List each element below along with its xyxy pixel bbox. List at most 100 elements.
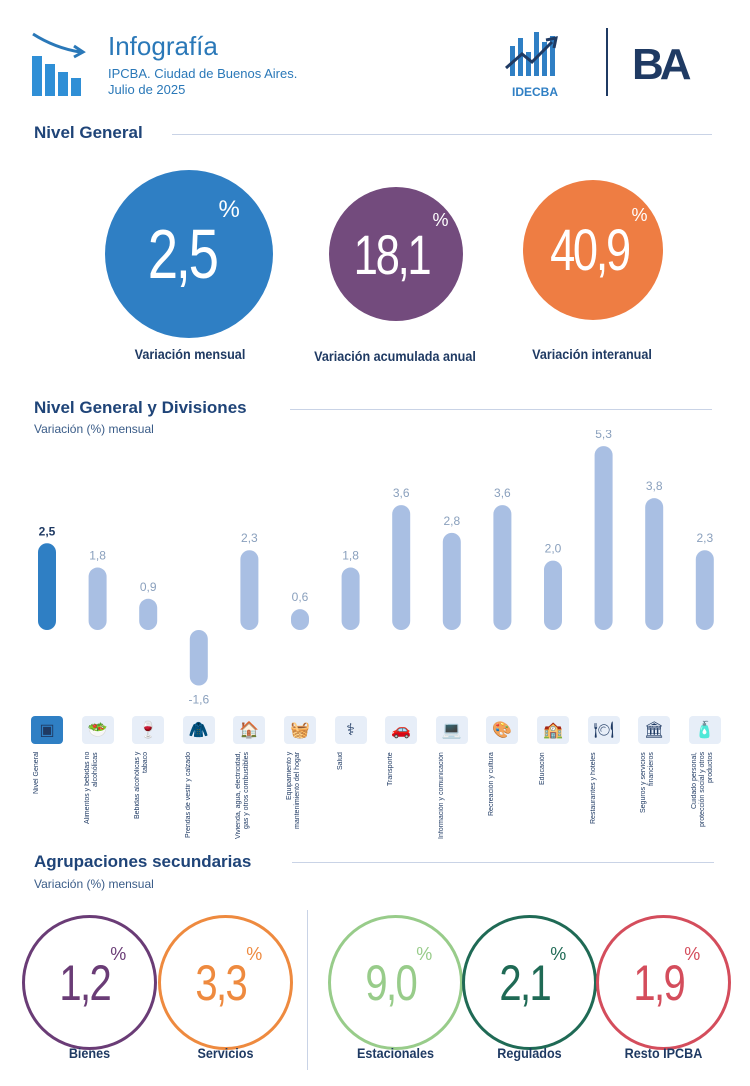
restaurant-icon: 🍽 xyxy=(587,716,620,744)
bar-3 xyxy=(189,630,208,686)
stat-label-mensual: Variación mensual xyxy=(134,346,246,362)
section-title-agrupaciones: Agrupaciones secundarias xyxy=(34,852,252,871)
ring-resto-ipcba: 1,9% xyxy=(596,915,731,1050)
car-plane-icon: 🚗 xyxy=(385,716,418,744)
ring-label: Bienes xyxy=(68,1045,111,1061)
section-title-divisiones: Nivel General y Divisiones xyxy=(34,398,247,417)
computer-icon: 💻 xyxy=(435,716,468,744)
ring-label: Resto IPCBA xyxy=(624,1045,703,1061)
food-icon: 🥗 xyxy=(81,716,114,744)
bar-2 xyxy=(139,598,158,630)
doctor-icon: ⚕ xyxy=(334,716,367,744)
ring-unit: % xyxy=(684,943,701,964)
ring-value: 3,3 xyxy=(195,954,247,1011)
ba-logo: BA xyxy=(632,40,692,89)
stat-circle-interanual: 40,9% xyxy=(523,180,663,320)
bar-13 xyxy=(695,550,714,630)
bank-icon: 🏛 xyxy=(638,716,671,744)
bar-value-label-6: 1,8 xyxy=(342,549,359,563)
bar-value-label-3: -1,6 xyxy=(188,693,209,707)
bar-chart: 2,5 1,8 0,9 -1,6 2,3 0,6 1,8 3,6 2,8 3,6 2,0 5,3 3,8… xyxy=(38,430,714,707)
ring-unit: % xyxy=(246,943,263,964)
ring-unit: % xyxy=(550,943,567,964)
ring-unit: % xyxy=(110,943,127,964)
bar-value-label-12: 3,8 xyxy=(646,479,663,493)
stat-value-acumulada: 18,1 xyxy=(354,222,432,286)
bar-4 xyxy=(240,550,259,630)
ring-label: Servicios xyxy=(197,1045,254,1061)
bar-value-label-11: 5,3 xyxy=(595,430,612,441)
ring-unit: % xyxy=(416,943,433,964)
jacket-icon: 🧥 xyxy=(182,716,215,744)
category-label-0: Nivel General xyxy=(33,752,40,795)
ring-value: 2,1 xyxy=(499,954,551,1011)
bar-9 xyxy=(493,505,512,630)
stat-label-acumulada: Variación acumulada anual xyxy=(314,348,476,364)
ring-value: 9,0 xyxy=(365,954,417,1011)
category-label-13: Cuidado personal, protección social y ot… xyxy=(690,752,714,828)
bar-1 xyxy=(88,567,107,630)
wine-bottle-icon: 🍷 xyxy=(132,716,165,744)
category-label-9: Recreación y cultura xyxy=(488,752,496,816)
stat-unit-acumulada: % xyxy=(432,209,449,230)
category-label-8: Información y comunicación xyxy=(437,752,445,839)
section-rule-2 xyxy=(290,409,712,410)
recreation-icon: 🎨 xyxy=(486,716,519,744)
category-label-2: Bebidas alcohólicas y tabaco xyxy=(134,752,150,820)
bar-value-label-4: 2,3 xyxy=(241,531,258,545)
stat-unit-mensual: % xyxy=(218,196,240,223)
agrupaciones-subtitle: Variación (%) mensual xyxy=(34,877,154,891)
bar-7 xyxy=(392,505,411,630)
bar-value-label-7: 3,6 xyxy=(393,486,410,500)
stat-circle-acumulada: 18,1% xyxy=(329,187,463,321)
bar-6 xyxy=(341,567,360,630)
chart-subtitle: Variación (%) mensual xyxy=(34,422,154,436)
bar-value-label-8: 2,8 xyxy=(443,514,460,528)
bar-value-label-10: 2,0 xyxy=(545,542,562,556)
ring-label: Estacionales xyxy=(356,1045,435,1061)
ring-label: Regulados xyxy=(497,1045,562,1061)
category-label-1: Alimentos y bebidas no alcohólicas xyxy=(83,752,99,825)
bar-value-label-0: 2,5 xyxy=(39,524,56,538)
bar-value-label-13: 2,3 xyxy=(696,531,713,545)
school-icon: 🏫 xyxy=(537,716,569,744)
ring-bienes: 1,2% xyxy=(22,915,157,1050)
ring-regulados: 2,1% xyxy=(462,915,597,1050)
page-title: Infografía xyxy=(108,31,218,61)
bar-11 xyxy=(594,446,613,630)
agrupaciones-divider xyxy=(307,910,308,1070)
page-subtitle-1: IPCBA. Ciudad de Buenos Aires. xyxy=(108,66,298,81)
stat-unit-interanual: % xyxy=(631,204,648,225)
stat-value-interanual: 40,9 xyxy=(549,217,631,283)
section-rule-1 xyxy=(172,134,712,135)
bar-value-label-1: 1,8 xyxy=(89,549,106,563)
personal-care-icon: 🧴 xyxy=(688,716,721,744)
category-label-6: Salud xyxy=(336,752,344,770)
section-title-nivel-general: Nivel General xyxy=(34,123,143,142)
header-chart-icon xyxy=(30,30,90,96)
category-icons-row: ▣ Nivel General 🥗 Alimentos y bebidas no al… xyxy=(0,712,750,852)
category-label-3: Prendas de vestir y calzado xyxy=(184,752,192,838)
ring-value: 1,9 xyxy=(633,954,685,1011)
category-label-5: Equipamiento y mantenimiento del hogar xyxy=(286,752,301,830)
house-icon: 🏠 xyxy=(233,716,266,744)
idecba-logo: IDECBA xyxy=(504,28,566,99)
bar-value-label-9: 3,6 xyxy=(494,486,511,500)
section-rule-3 xyxy=(292,862,714,863)
category-label-11: Restaurantes y hoteles xyxy=(589,752,597,824)
bar-10 xyxy=(544,560,562,630)
bar-0 xyxy=(38,543,56,630)
bar-5 xyxy=(291,609,309,630)
bar-value-label-2: 0,9 xyxy=(140,580,157,594)
stat-label-interanual: Variación interanual xyxy=(532,346,652,362)
category-label-12: Seguros y servicios financieros xyxy=(640,752,656,813)
ring-servicios: 3,3% xyxy=(158,915,293,1050)
washing-machine-icon: 🧺 xyxy=(284,716,316,744)
logo-divider xyxy=(606,28,608,96)
category-label-10: Educación xyxy=(539,752,546,785)
ipc-ba-logo-icon: ▣ xyxy=(31,716,63,744)
bar-value-label-5: 0,6 xyxy=(292,590,309,604)
stat-value-mensual: 2,5 xyxy=(147,215,219,293)
ring-estacionales: 9,0% xyxy=(328,915,463,1050)
bar-8 xyxy=(442,532,461,630)
